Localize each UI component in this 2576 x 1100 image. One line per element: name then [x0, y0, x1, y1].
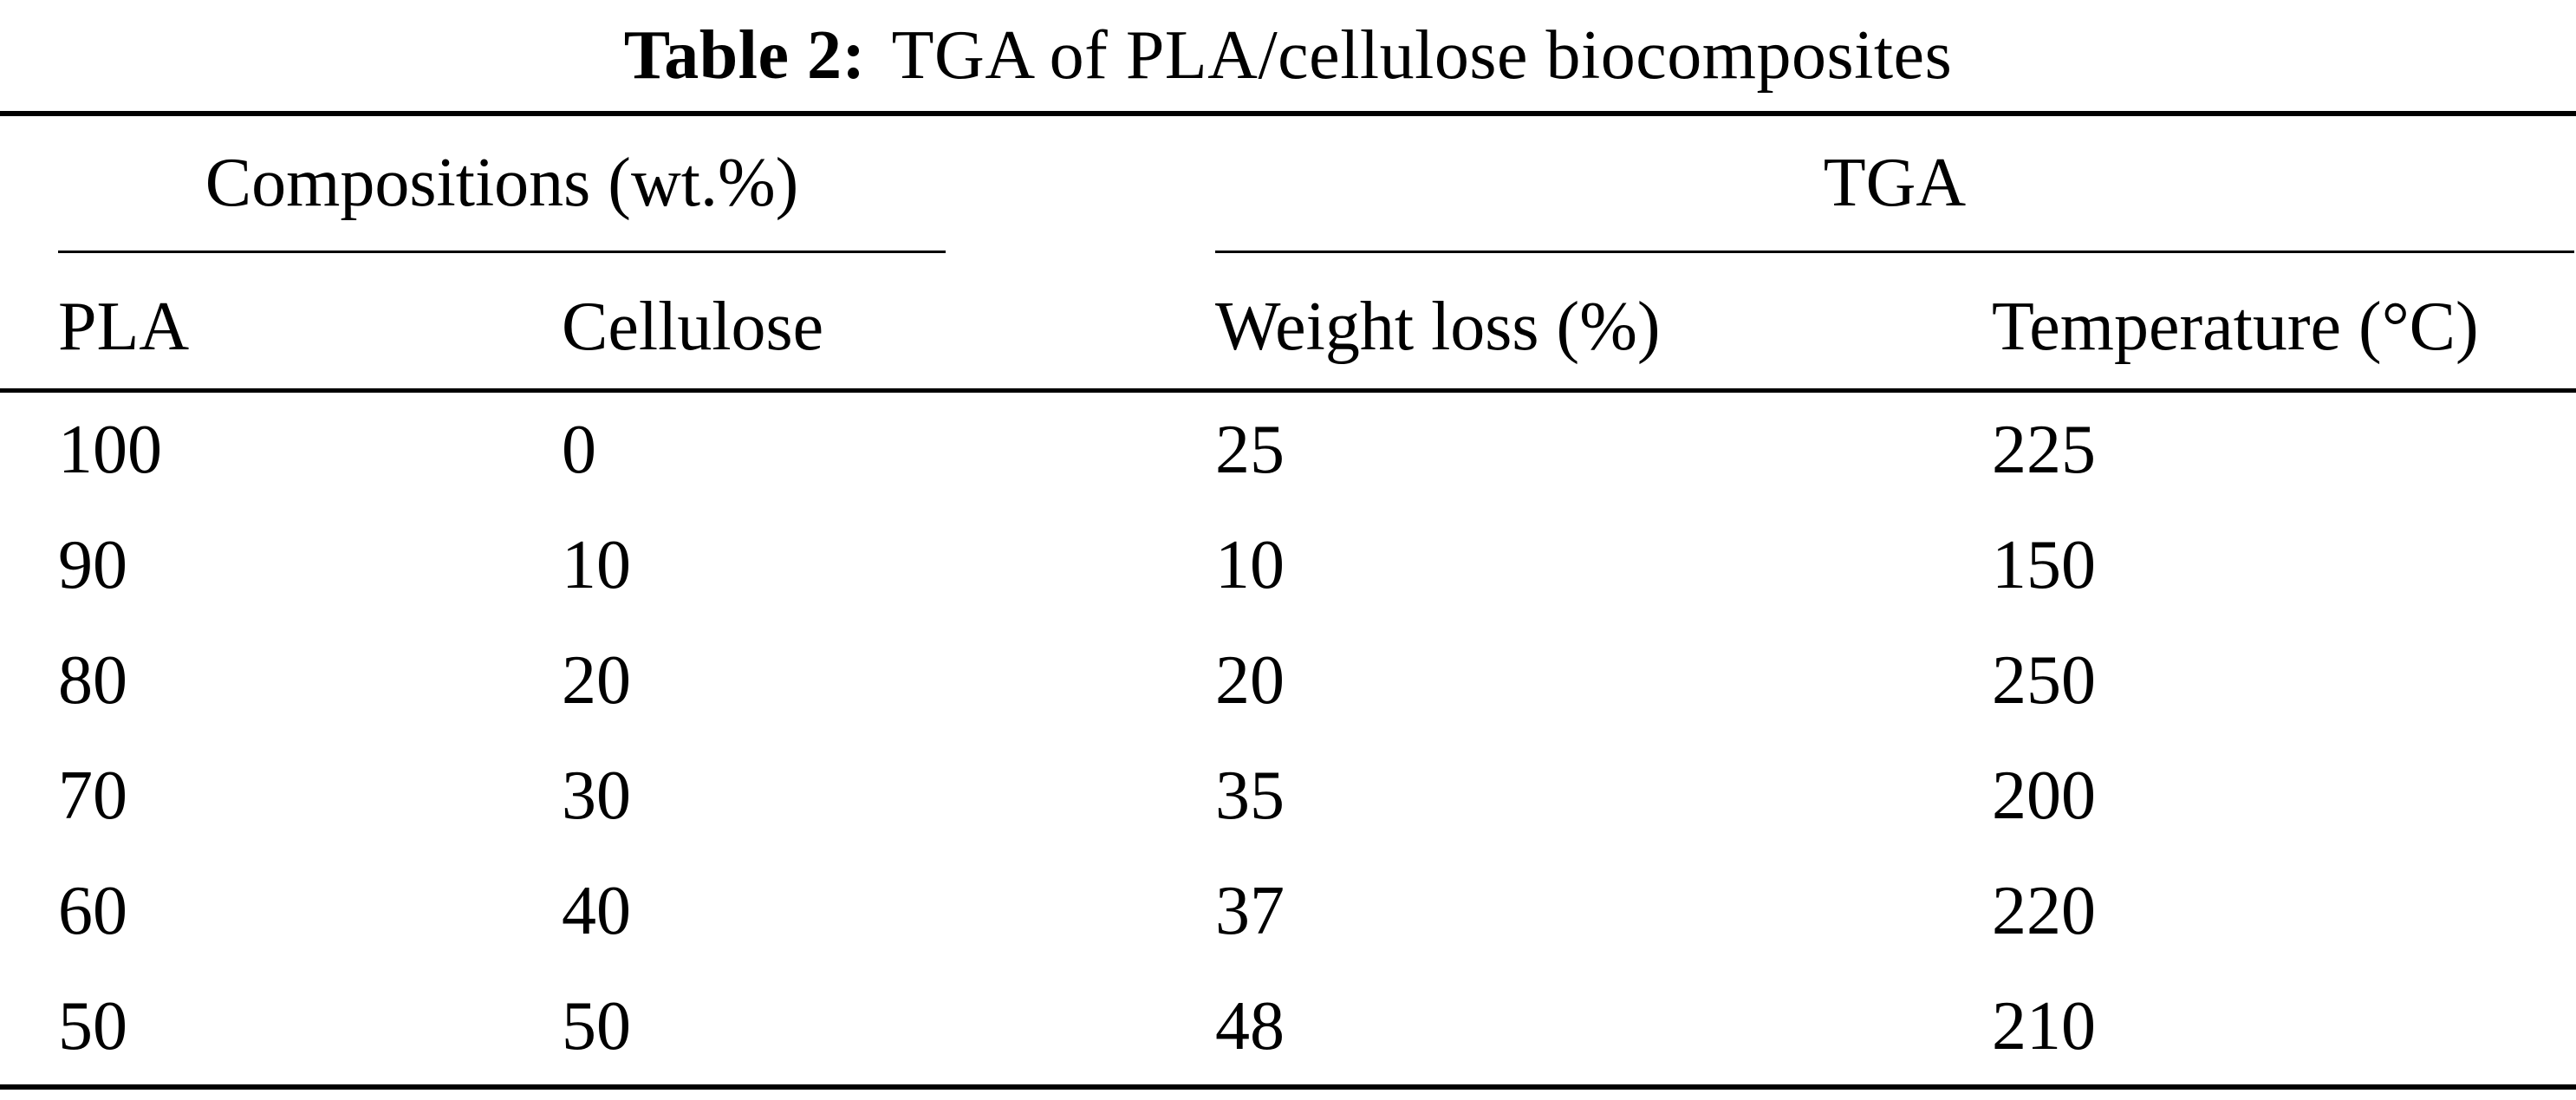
- table-cell-temperature: 210: [1992, 988, 2096, 1064]
- table-caption-text: TGA of PLA/cellulose biocomposites: [891, 16, 1953, 94]
- table-cell-temperature: 225: [1992, 412, 2096, 488]
- table-cell-temperature: 220: [1992, 873, 2096, 949]
- table-cell-temperature: 150: [1992, 527, 2096, 603]
- table-cell-weight-loss: 48: [1215, 988, 1285, 1064]
- table-cell-cellulose: 40: [562, 873, 631, 949]
- group-header-compositions-label: Compositions (wt.%): [205, 145, 799, 221]
- column-header-cellulose: Cellulose: [562, 288, 824, 365]
- header-divider-rule: [0, 388, 2576, 393]
- table-cell-weight-loss: 10: [1215, 527, 1285, 603]
- table-cell-weight-loss: 20: [1215, 642, 1285, 719]
- group-header-compositions: Compositions (wt.%): [58, 116, 946, 253]
- table-row: 100 0 25 225: [0, 393, 2576, 508]
- table-caption-label: Table 2:: [623, 16, 866, 94]
- table-cell-pla: 80: [58, 642, 127, 719]
- table-row: 70 30 35 200: [0, 739, 2576, 854]
- table-cell-pla: 100: [58, 412, 162, 488]
- column-header-row: PLA Cellulose Weight loss (%) Temperatur…: [0, 253, 2576, 388]
- table-cell-temperature: 250: [1992, 642, 2096, 719]
- table-cell-temperature: 200: [1992, 758, 2096, 834]
- table-cell-pla: 50: [58, 988, 127, 1064]
- group-header-row: Compositions (wt.%) TGA: [0, 116, 2576, 253]
- table-cell-cellulose: 20: [562, 642, 631, 719]
- group-header-tga: TGA: [1215, 116, 2574, 253]
- top-rule: [0, 111, 2576, 116]
- table-cell-cellulose: 10: [562, 527, 631, 603]
- table-row: 60 40 37 220: [0, 854, 2576, 969]
- column-header-pla: PLA: [58, 288, 190, 365]
- table-row: 90 10 10 150: [0, 508, 2576, 623]
- group-header-tga-label: TGA: [1823, 145, 1967, 221]
- column-header-weight-loss: Weight loss (%): [1215, 288, 1661, 365]
- table-row: 80 20 20 250: [0, 623, 2576, 739]
- table-cell-pla: 70: [58, 758, 127, 834]
- table-cell-weight-loss: 37: [1215, 873, 1285, 949]
- table-cell-weight-loss: 35: [1215, 758, 1285, 834]
- table-cell-cellulose: 30: [562, 758, 631, 834]
- column-header-temperature: Temperature (°C): [1992, 288, 2479, 365]
- table-cell-pla: 60: [58, 873, 127, 949]
- table-cell-cellulose: 50: [562, 988, 631, 1064]
- table-cell-cellulose: 0: [562, 412, 596, 488]
- table-cell-weight-loss: 25: [1215, 412, 1285, 488]
- table-cell-pla: 90: [58, 527, 127, 603]
- table-row: 50 50 48 210: [0, 969, 2576, 1084]
- bottom-rule: [0, 1084, 2576, 1090]
- table-caption: Table 2: TGA of PLA/cellulose biocomposi…: [0, 0, 2576, 111]
